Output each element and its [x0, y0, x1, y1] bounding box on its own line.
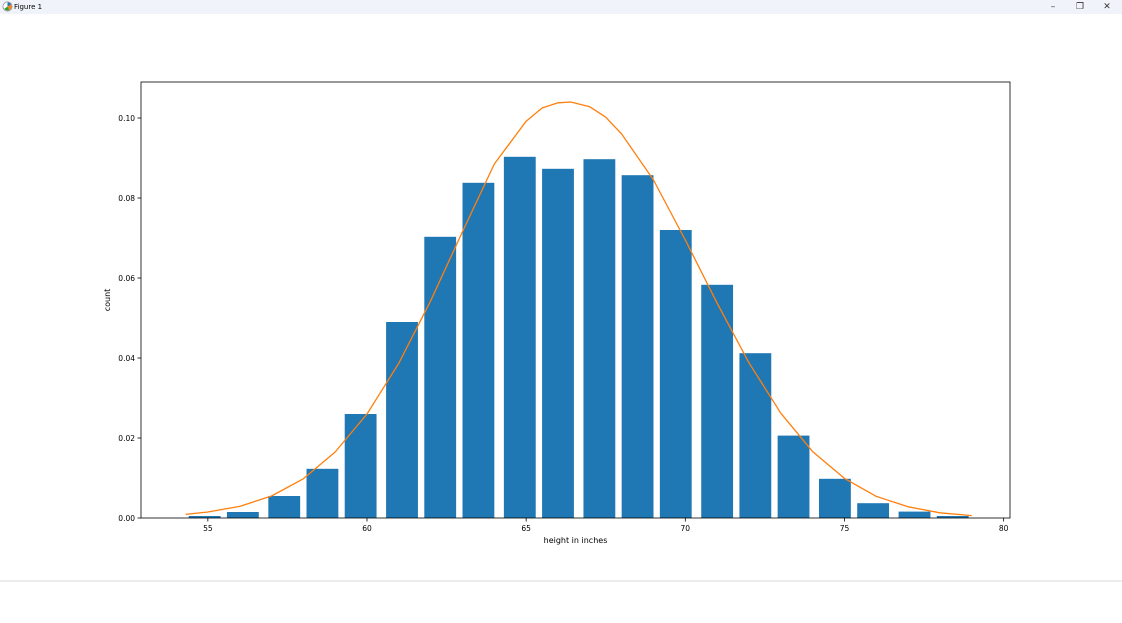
bar-18 — [898, 511, 931, 518]
bar-6 — [424, 236, 457, 519]
bar-1 — [226, 512, 259, 518]
restore-icon: ❐ — [1075, 2, 1085, 12]
bar-11 — [621, 175, 654, 518]
x-tick-label-0: 55 — [203, 524, 213, 533]
x-tick-label-1: 60 — [362, 524, 372, 533]
bar-4 — [344, 414, 377, 518]
x-axis-label: height in inches — [544, 536, 608, 545]
bar-14 — [739, 353, 772, 518]
bar-10 — [583, 159, 616, 518]
bar-2 — [268, 496, 301, 518]
x-tick-label-5: 80 — [999, 524, 1009, 533]
bar-17 — [857, 503, 890, 518]
title-bar: Figure 1 – ❐ ✕ — [0, 0, 1122, 14]
bar-13 — [701, 284, 734, 518]
window-title: Figure 1 — [14, 3, 43, 11]
toolbar-area — [0, 582, 1122, 623]
matplotlib-icon — [2, 1, 13, 12]
y-tick-label-0: 0.00 — [118, 514, 135, 523]
minimize-icon: – — [1050, 2, 1056, 12]
bars — [188, 156, 969, 519]
y-tick-label-5: 0.10 — [118, 114, 135, 123]
x-tick-label-4: 75 — [840, 524, 850, 533]
y-tick-label-4: 0.08 — [118, 194, 135, 203]
x-axis: 55 60 65 70 75 80 — [203, 518, 1009, 533]
close-icon: ✕ — [1103, 2, 1111, 12]
bar-19 — [936, 516, 969, 518]
bar-15 — [777, 435, 810, 518]
bar-16 — [819, 478, 851, 518]
figure-canvas[interactable]: 55 60 65 70 75 80 0.00 0.02 0.04 0.06 0.08 0.10 he… — [0, 14, 1122, 580]
bar-0 — [188, 516, 221, 518]
axes-frame — [140, 81, 1011, 519]
y-axis-label: count — [103, 289, 112, 312]
y-tick-label-2: 0.04 — [118, 354, 135, 363]
close-button[interactable]: ✕ — [1095, 0, 1119, 14]
y-tick-label-3: 0.06 — [118, 274, 135, 283]
maximize-button[interactable]: ❐ — [1068, 0, 1092, 14]
x-tick-label-3: 70 — [681, 524, 691, 533]
bar-12 — [659, 230, 692, 518]
fit-curve — [185, 101, 972, 517]
bar-5 — [386, 322, 418, 518]
bar-9 — [542, 168, 574, 519]
minimize-button[interactable]: – — [1041, 0, 1065, 14]
bar-8 — [503, 156, 536, 519]
chart: 55 60 65 70 75 80 0.00 0.02 0.04 0.06 0.08 0.10 he… — [103, 81, 1011, 545]
bar-7 — [462, 182, 495, 519]
y-axis: 0.00 0.02 0.04 0.06 0.08 0.10 — [118, 114, 141, 523]
toolbar-divider — [0, 580, 1122, 582]
bar-3 — [306, 468, 339, 518]
y-tick-label-1: 0.02 — [118, 434, 135, 443]
x-tick-label-2: 65 — [521, 524, 531, 533]
